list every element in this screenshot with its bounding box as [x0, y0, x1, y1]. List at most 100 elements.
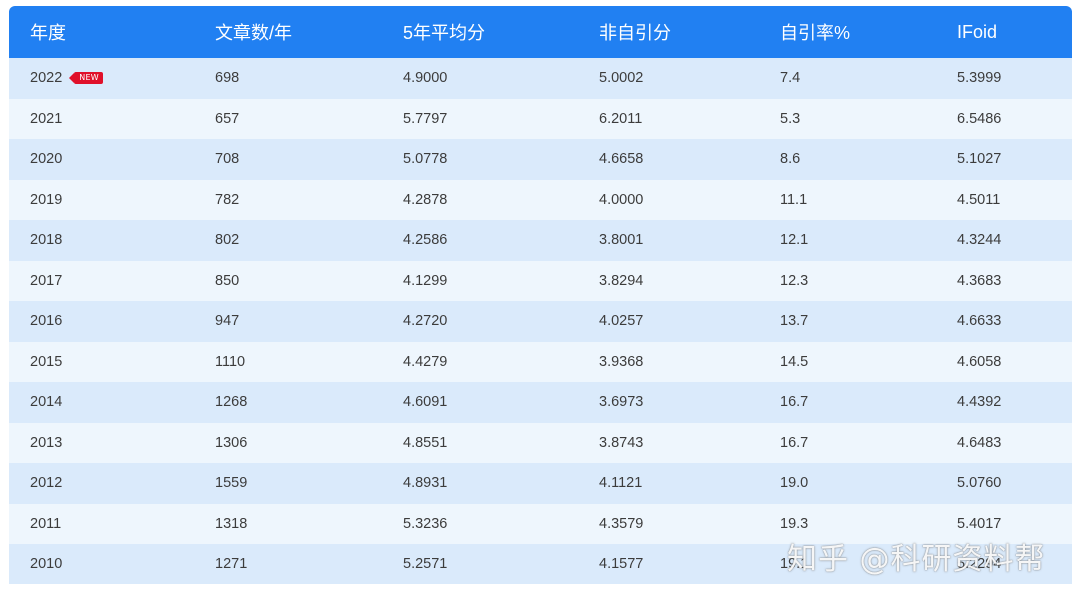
year-value: 2022 — [30, 70, 63, 87]
table-row: 2019 782 4.2878 4.0000 11.1 4.5011 — [9, 179, 1072, 220]
articles-cell: 698 — [215, 70, 240, 87]
self-citation-rate-cell: 16.7 — [780, 394, 809, 411]
five-year-avg-cell: 5.3236 — [403, 515, 448, 532]
table-row: 2021 657 5.7797 6.2011 5.3 6.5486 — [9, 98, 1072, 139]
year-cell: 2011 — [30, 515, 62, 532]
five-year-avg-cell: 4.4279 — [403, 353, 448, 370]
table-row: 2022 NEW 698 4.9000 5.0002 7.4 5.3999 — [9, 58, 1072, 99]
ifoid-cell: 5.1027 — [957, 151, 1002, 168]
articles-cell: 1306 — [215, 434, 248, 451]
year-cell: 2012 — [30, 475, 63, 492]
self-citation-rate-cell: 14.5 — [780, 353, 809, 370]
ifoid-cell: 4.3683 — [957, 272, 1002, 289]
table-row: 2017 850 4.1299 3.8294 12.3 4.3683 — [9, 260, 1072, 301]
five-year-avg-cell: 4.8551 — [403, 434, 448, 451]
five-year-avg-cell: 4.8931 — [403, 475, 448, 492]
articles-cell: 947 — [215, 313, 240, 330]
self-citation-rate-cell: 19.0 — [780, 475, 809, 492]
articles-cell: 1268 — [215, 394, 248, 411]
new-badge: NEW — [69, 72, 103, 85]
table-row: 2015 1110 4.4279 3.9368 14.5 4.6058 — [9, 341, 1072, 382]
table-row: 2018 802 4.2586 3.8001 12.1 4.3244 — [9, 220, 1072, 261]
self-citation-rate-cell: 5.3 — [780, 110, 801, 127]
table-row: 2010 1271 5.2571 4.1577 19.1 5.2294 — [9, 544, 1072, 584]
header-ifoid[interactable]: IFoid — [957, 21, 998, 42]
year-cell: 2022 NEW — [9, 70, 214, 86]
five-year-avg-cell: 4.9000 — [403, 70, 448, 87]
impact-factor-table: 年度 文章数/年 5年平均分 非自引分 自引率% IFoid 2022 NEW … — [9, 6, 1072, 584]
year-cell: 2015 — [30, 353, 63, 370]
five-year-avg-cell: 4.6091 — [403, 394, 448, 411]
year-cell: 2019 — [30, 191, 63, 208]
non-self-citation-cell: 4.0000 — [599, 191, 644, 208]
non-self-citation-cell: 3.8294 — [599, 272, 644, 289]
ifoid-cell: 4.4392 — [957, 394, 1002, 411]
year-cell: 2013 — [30, 434, 63, 451]
year-cell: 2010 — [30, 556, 63, 573]
table-row: 2011 1318 5.3236 4.3579 19.3 5.4017 — [9, 503, 1072, 544]
non-self-citation-cell: 4.3579 — [599, 515, 644, 532]
header-non-self-citation-score[interactable]: 非自引分 — [599, 23, 671, 43]
non-self-citation-cell: 3.8743 — [599, 434, 644, 451]
ifoid-cell: 5.0760 — [957, 475, 1002, 492]
self-citation-rate-cell: 16.7 — [780, 434, 809, 451]
year-cell: 2020 — [30, 151, 63, 168]
ifoid-cell: 5.3999 — [957, 70, 1002, 87]
non-self-citation-cell: 6.2011 — [599, 110, 643, 127]
non-self-citation-cell: 4.6658 — [599, 151, 644, 168]
five-year-avg-cell: 4.2586 — [403, 232, 448, 249]
ifoid-cell: 4.6483 — [957, 434, 1002, 451]
year-cell: 2018 — [30, 232, 63, 249]
ifoid-cell: 4.3244 — [957, 232, 1002, 249]
ifoid-cell: 5.4017 — [957, 515, 1002, 532]
articles-cell: 708 — [215, 151, 240, 168]
header-self-citation-rate[interactable]: 自引率% — [780, 23, 851, 43]
articles-cell: 1559 — [215, 475, 248, 492]
table-row: 2014 1268 4.6091 3.6973 16.7 4.4392 — [9, 382, 1072, 423]
non-self-citation-cell: 3.8001 — [599, 232, 644, 249]
header-articles-per-year[interactable]: 文章数/年 — [215, 23, 293, 43]
non-self-citation-cell: 5.0002 — [599, 70, 644, 87]
ifoid-cell: 4.6633 — [957, 313, 1002, 330]
ifoid-cell: 5.2294 — [957, 556, 1002, 573]
articles-cell: 802 — [215, 232, 240, 249]
articles-cell: 850 — [215, 272, 240, 289]
articles-cell: 657 — [215, 110, 240, 127]
articles-cell: 1110 — [215, 353, 246, 370]
table-row: 2020 708 5.0778 4.6658 8.6 5.1027 — [9, 139, 1072, 180]
five-year-avg-cell: 4.2720 — [403, 313, 448, 330]
non-self-citation-cell: 3.6973 — [599, 394, 644, 411]
non-self-citation-cell: 4.0257 — [599, 313, 644, 330]
year-cell: 2017 — [30, 272, 63, 289]
non-self-citation-cell: 4.1577 — [599, 556, 644, 573]
self-citation-rate-cell: 19.3 — [780, 515, 809, 532]
articles-cell: 782 — [215, 191, 240, 208]
ifoid-cell: 4.6058 — [957, 353, 1002, 370]
five-year-avg-cell: 4.2878 — [403, 191, 448, 208]
five-year-avg-cell: 5.2571 — [403, 556, 448, 573]
self-citation-rate-cell: 19.1 — [780, 556, 809, 573]
table-row: 2012 1559 4.8931 4.1121 19.0 5.0760 — [9, 463, 1072, 504]
self-citation-rate-cell: 8.6 — [780, 151, 801, 168]
five-year-avg-cell: 5.0778 — [403, 151, 448, 168]
table-body: 2022 NEW 698 4.9000 5.0002 7.4 5.3999 20… — [9, 58, 1072, 584]
self-citation-rate-cell: 7.4 — [780, 70, 801, 87]
five-year-avg-cell: 4.1299 — [403, 272, 448, 289]
ifoid-cell: 4.5011 — [957, 191, 1001, 208]
header-year[interactable]: 年度 — [30, 23, 66, 43]
table-header: 年度 文章数/年 5年平均分 非自引分 自引率% IFoid — [9, 6, 1072, 58]
table-row: 2013 1306 4.8551 3.8743 16.7 4.6483 — [9, 422, 1072, 463]
self-citation-rate-cell: 13.7 — [780, 313, 809, 330]
year-cell: 2016 — [30, 313, 63, 330]
year-cell: 2014 — [30, 394, 63, 411]
self-citation-rate-cell: 11.1 — [780, 191, 808, 208]
ifoid-cell: 6.5486 — [957, 110, 1002, 127]
articles-cell: 1318 — [215, 515, 248, 532]
header-5-year-average[interactable]: 5年平均分 — [403, 23, 486, 43]
articles-cell: 1271 — [215, 556, 248, 573]
year-cell: 2021 — [30, 110, 63, 127]
self-citation-rate-cell: 12.3 — [780, 272, 809, 289]
non-self-citation-cell: 3.9368 — [599, 353, 644, 370]
table-row: 2016 947 4.2720 4.0257 13.7 4.6633 — [9, 301, 1072, 342]
self-citation-rate-cell: 12.1 — [780, 232, 809, 249]
